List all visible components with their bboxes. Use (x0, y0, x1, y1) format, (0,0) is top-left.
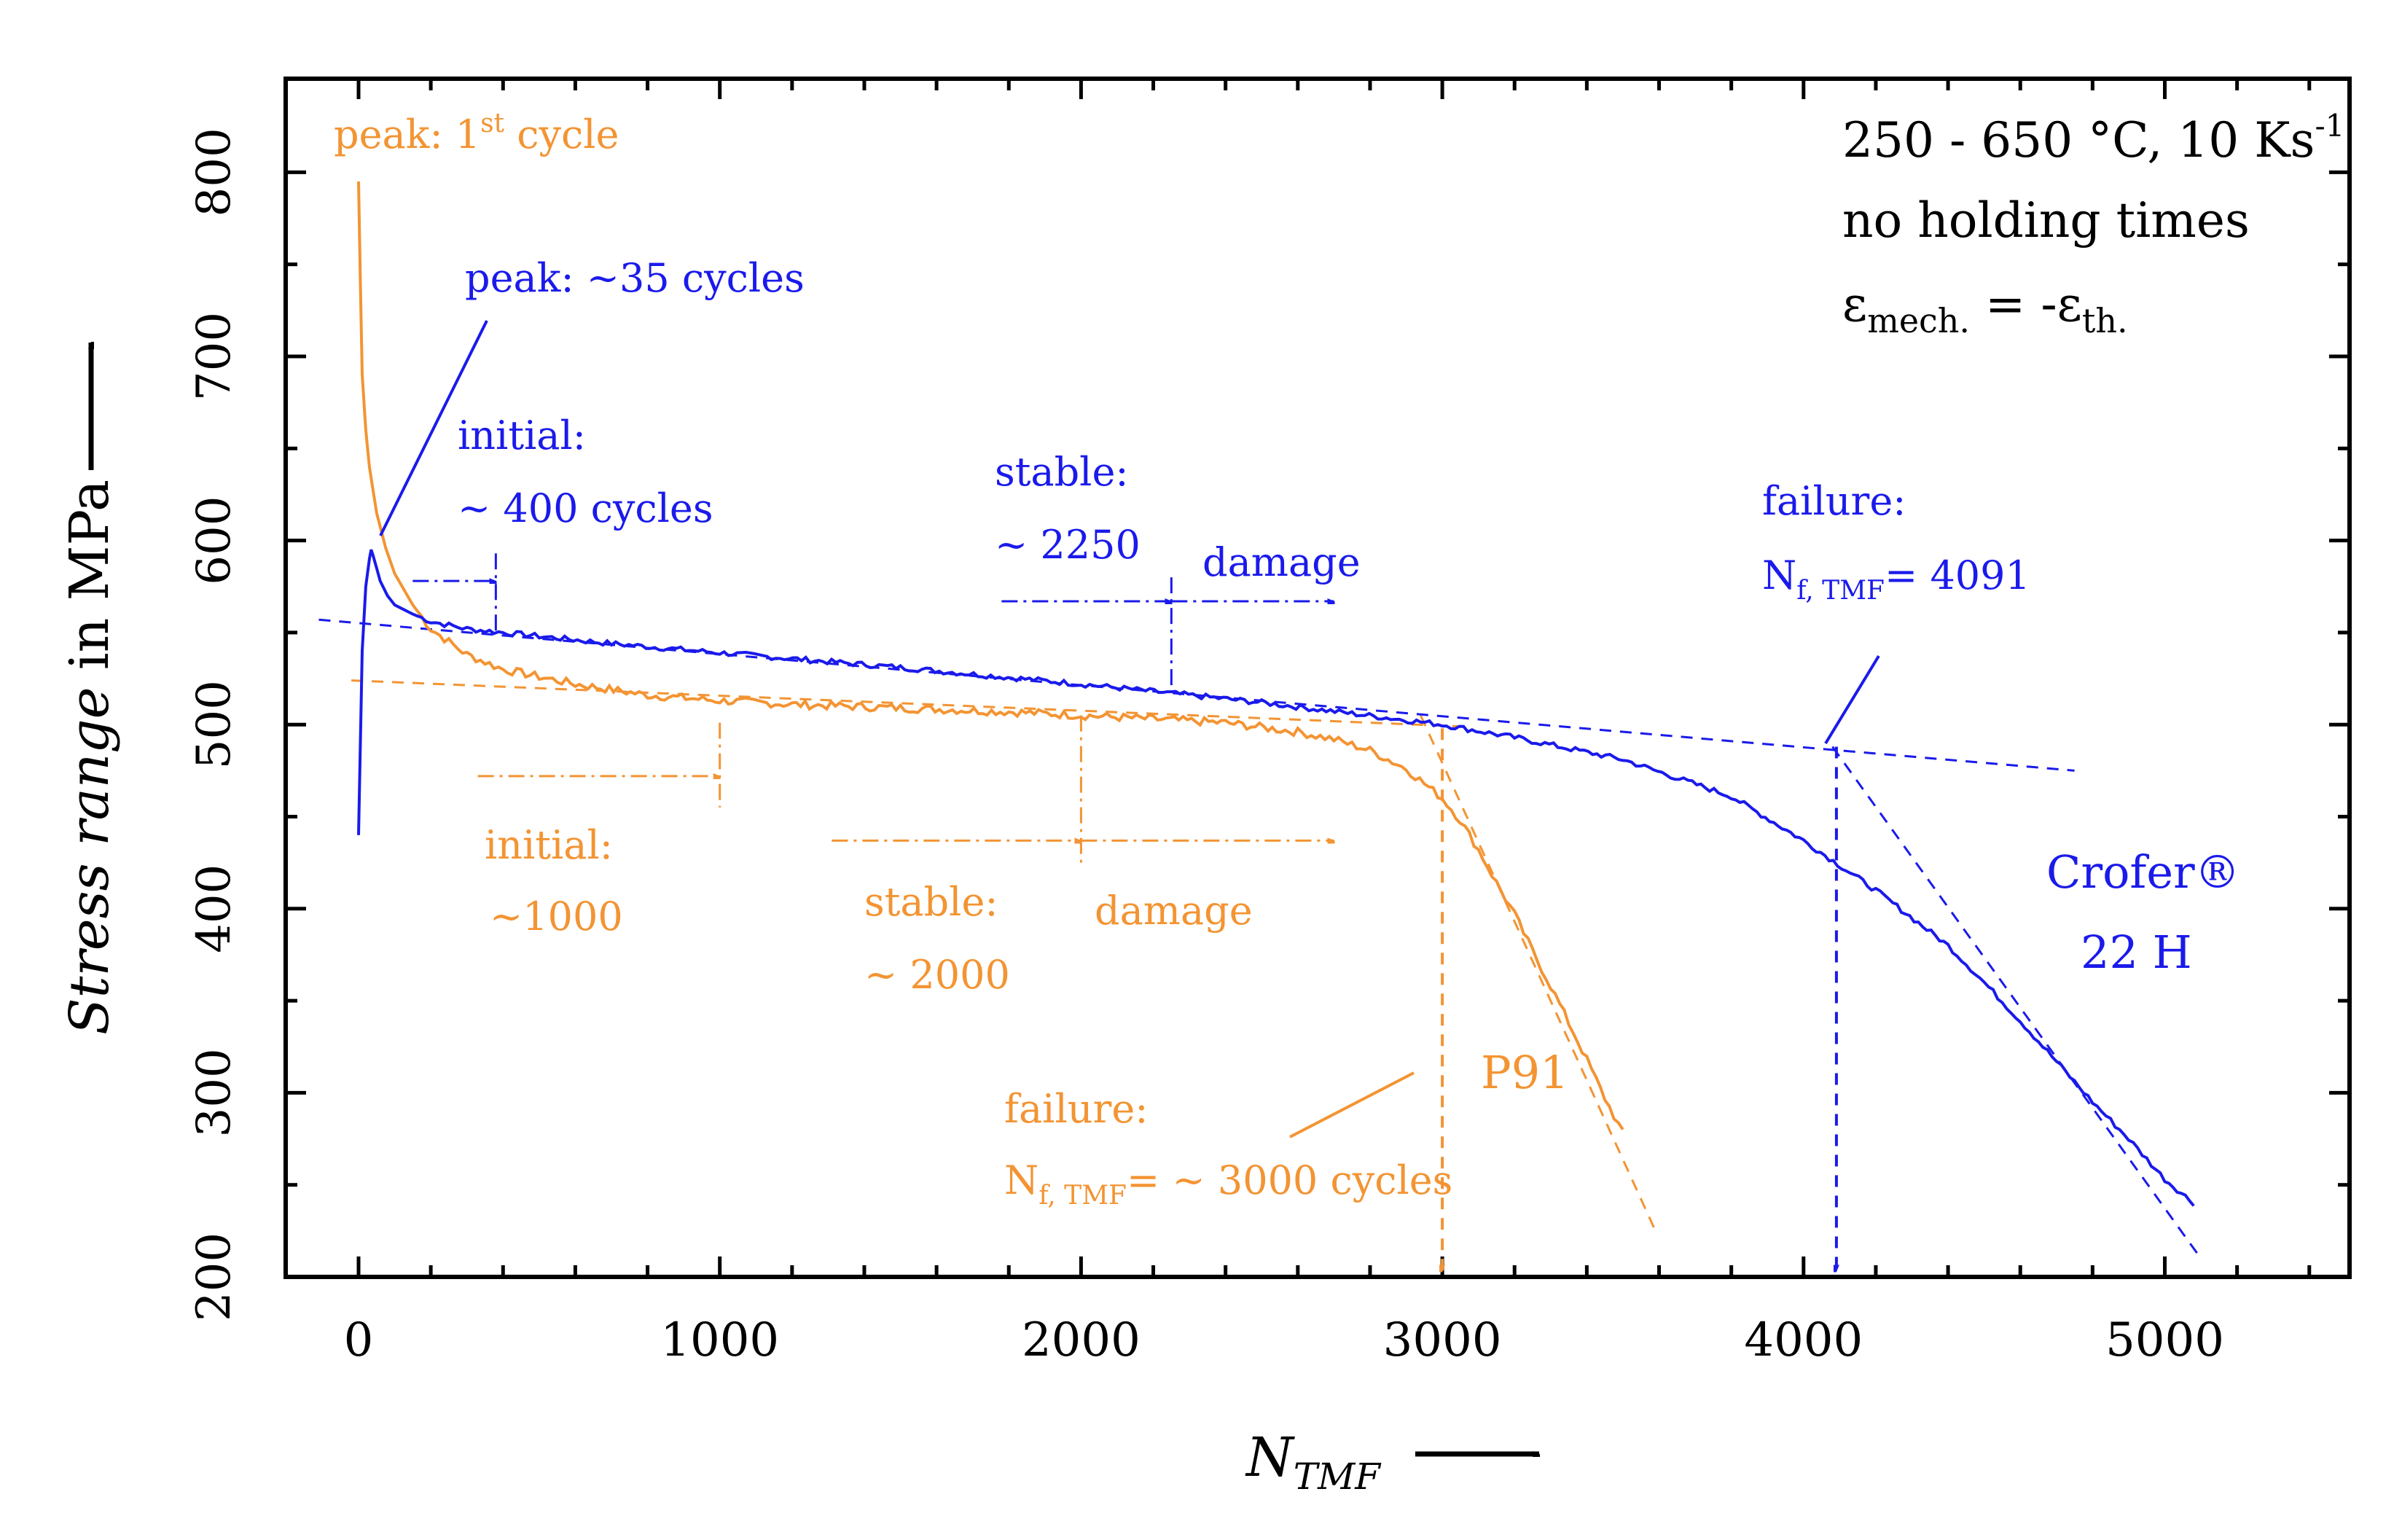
series-line-crofer (357, 549, 2195, 1207)
y-axis-ticks: 200 300 400 500 600 700 800 (187, 128, 2350, 1321)
y-tick-label: 800 (187, 128, 241, 216)
p91-failure-value: Nf, TMF= ~ 3000 cycles (1004, 1157, 1452, 1211)
phase-markers (412, 553, 1334, 869)
p91-annotations: peak: 1st cycle initial: ~1000 stable: ~… (334, 109, 1569, 1211)
p91-series-name: P91 (1481, 1046, 1569, 1099)
crofer-stable-title: stable: (995, 449, 1129, 495)
x-tick-label: 3000 (1383, 1313, 1502, 1367)
crofer-damage-tangent (1831, 746, 2202, 1259)
p91-damage-tangent (1419, 714, 1656, 1232)
x-axis-label-sub: TMF (1294, 1455, 1382, 1498)
p91-stable-trend (351, 679, 1460, 728)
crofer-stable-value: ~ 2250 (995, 522, 1141, 568)
plot-frame (283, 77, 2352, 1279)
crofer-damage-label: damage (1202, 539, 1361, 585)
crofer-initial-title: initial: (458, 413, 586, 458)
y-axis-label-italic: Stress range (58, 687, 121, 1035)
p91-failure-leader (1289, 1071, 1415, 1138)
crofer-peak-label: peak: ~35 cycles (465, 255, 805, 301)
y-tick-label: 600 (187, 496, 241, 585)
y-tick-label: 300 (187, 1048, 241, 1137)
series-line-p91 (357, 181, 1624, 1130)
conditions-line-3: εmech. = -εth. (1842, 276, 2128, 340)
conditions-line-2: no holding times (1842, 192, 2250, 249)
crofer-failure-leader (1824, 654, 1880, 745)
crofer-failure-title: failure: (1762, 478, 1906, 524)
x-tick-label: 0 (344, 1313, 374, 1367)
crofer-annotations: peak: ~35 cycles initial: ~ 400 cycles s… (458, 255, 2240, 979)
y-axis-label: Stress range in MPa (58, 480, 121, 1035)
y-tick-label: 400 (187, 864, 241, 953)
x-tick-label: 2000 (1022, 1313, 1141, 1367)
p91-stable-title: stable: (864, 879, 998, 925)
crofer-failure-value: Nf, TMF= 4091 (1762, 552, 2030, 606)
x-tick-label: 4000 (1744, 1313, 1863, 1367)
p91-stable-value: ~ 2000 (864, 952, 1010, 998)
x-tick-label: 1000 (660, 1313, 779, 1367)
p91-initial-title: initial: (485, 822, 613, 868)
y-tick-label: 500 (187, 680, 241, 769)
x-axis-label: NTMF (1245, 1426, 1382, 1498)
x-axis-ticks: 0 1000 2000 3000 4000 5000 (344, 79, 2312, 1367)
p91-peak-label: peak: 1st cycle (334, 109, 619, 157)
p91-initial-value: ~1000 (490, 894, 623, 939)
crofer-peak-leader (379, 320, 488, 536)
crofer-series-name-2: 22 H (2081, 926, 2192, 979)
p91-damage-label: damage (1095, 888, 1253, 934)
y-tick-label: 200 (187, 1232, 241, 1321)
x-axis-label-main: N (1245, 1426, 1295, 1489)
p91-failure-title: failure: (1004, 1086, 1148, 1132)
y-axis-label-rest: in MPa (58, 480, 121, 687)
x-tick-label: 5000 (2105, 1313, 2224, 1367)
crofer-initial-value: ~ 400 cycles (458, 485, 713, 531)
crofer-series-name-1: Crofer® (2046, 845, 2240, 899)
conditions-line-1: 250 - 650 °C, 10 Ks-1 (1842, 108, 2344, 168)
y-tick-label: 700 (187, 312, 241, 401)
